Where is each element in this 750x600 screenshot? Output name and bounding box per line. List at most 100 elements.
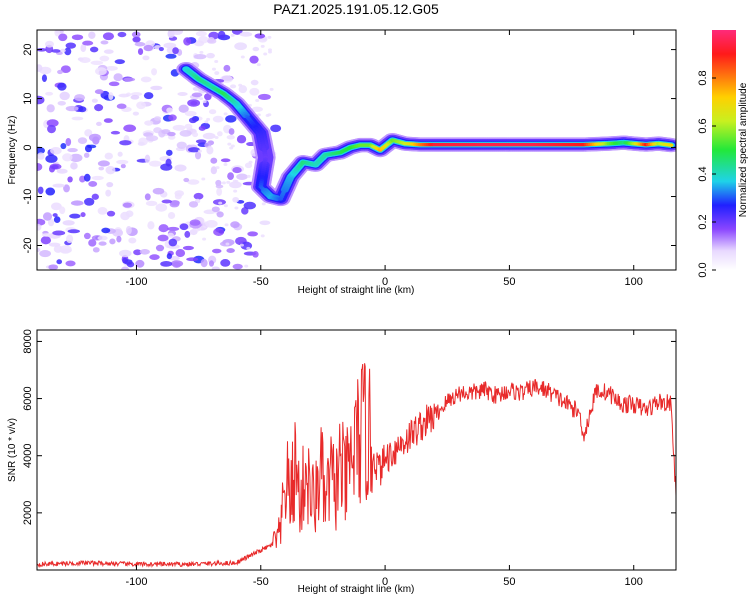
noise-blob (251, 106, 263, 112)
noise-blob (155, 244, 165, 252)
noise-blob (210, 166, 218, 175)
noise-blob (256, 113, 261, 117)
noise-blob (122, 202, 133, 208)
noise-blob (80, 44, 87, 53)
noise-blob (227, 172, 234, 180)
noise-blob (80, 212, 86, 218)
noise-blob (168, 238, 178, 247)
noise-blob (220, 158, 231, 163)
noise-blob (103, 49, 114, 54)
x-tick-label: 0 (382, 576, 388, 588)
snr-y-axis-label: SNR (10 * v/v) (7, 418, 18, 482)
noise-blob (176, 141, 187, 149)
y-tick-label: 8000 (22, 329, 34, 353)
noise-blob (241, 207, 249, 215)
noise-blob (214, 136, 219, 140)
noise-blob (188, 117, 197, 124)
y-tick-label: 2000 (22, 501, 34, 525)
ridge-point (668, 143, 674, 147)
noise-blob (184, 110, 197, 117)
noise-blob (193, 54, 207, 60)
noise-blob (194, 40, 205, 47)
noise-blob (54, 30, 61, 37)
noise-blob (212, 115, 224, 123)
noise-blob (202, 237, 207, 241)
noise-blob (94, 104, 104, 112)
noise-blob (208, 109, 217, 115)
noise-blob (88, 239, 97, 247)
snr-panel: -100 -50 0 50 100 2000 4000 6000 8000 Height of… (7, 329, 677, 595)
noise-blob (145, 135, 159, 142)
noise-blob (67, 176, 73, 183)
noise-blob (221, 181, 226, 185)
noise-blob (41, 74, 48, 82)
noise-blob (184, 230, 191, 238)
noise-blob (244, 162, 253, 169)
noise-blob (57, 82, 67, 91)
noise-blob (84, 197, 95, 206)
noise-blob (236, 134, 247, 144)
noise-blob (216, 187, 223, 197)
noise-blob (56, 168, 68, 174)
noise-blob (51, 49, 61, 53)
noise-blob (65, 260, 76, 267)
noise-blob (192, 132, 199, 138)
noise-blob (149, 254, 160, 260)
noise-blob (57, 101, 66, 106)
noise-blob (62, 153, 73, 162)
noise-blob (230, 33, 235, 37)
colorbar-tick-label: 0.4 (697, 166, 709, 181)
noise-blob (170, 260, 184, 267)
noise-blob (117, 31, 127, 38)
noise-blob (262, 37, 267, 41)
snr-x-ticks: -100 -50 0 50 100 (125, 330, 643, 588)
noise-blob (67, 148, 78, 153)
noise-blob (198, 125, 206, 131)
noise-blob (37, 162, 43, 171)
noise-blob (217, 30, 226, 39)
spectrogram-y-axis-label: Frequency (Hz) (7, 116, 18, 185)
snr-y-ticks: 2000 4000 6000 8000 (22, 329, 676, 525)
noise-blob (255, 99, 260, 103)
noise-blob (59, 91, 70, 101)
noise-blob (94, 89, 104, 95)
frequency-ridge (176, 61, 676, 207)
noise-field (37, 30, 282, 270)
noise-blob (139, 249, 150, 255)
noise-blob (41, 233, 52, 237)
noise-blob (117, 151, 123, 157)
noise-blob (65, 105, 79, 112)
noise-blob (206, 52, 215, 59)
noise-blob (47, 218, 55, 227)
noise-blob (37, 64, 43, 72)
noise-blob (98, 166, 105, 171)
noise-blob (166, 253, 173, 260)
noise-blob (71, 116, 84, 121)
noise-blob (37, 146, 45, 155)
noise-blob (152, 187, 165, 195)
noise-blob (83, 173, 91, 182)
noise-blob (137, 141, 145, 146)
noise-blob (148, 160, 162, 167)
noise-blob (46, 104, 55, 113)
noise-blob (116, 103, 127, 109)
noise-blob (254, 33, 266, 39)
noise-blob (56, 259, 63, 265)
noise-blob (50, 147, 62, 155)
noise-blob (137, 48, 144, 55)
noise-blob (106, 210, 116, 217)
noise-blob (216, 211, 224, 218)
noise-blob (267, 48, 272, 52)
noise-blob (147, 221, 155, 230)
noise-blob (267, 113, 272, 117)
noise-blob (223, 64, 231, 72)
noise-blob (167, 226, 180, 231)
noise-blob (202, 132, 216, 140)
noise-blob (91, 193, 99, 200)
noise-blob (236, 173, 248, 180)
noise-blob (105, 65, 118, 71)
noise-blob (165, 158, 172, 167)
noise-blob (206, 117, 211, 121)
noise-blob (195, 139, 207, 144)
noise-blob (269, 87, 274, 91)
